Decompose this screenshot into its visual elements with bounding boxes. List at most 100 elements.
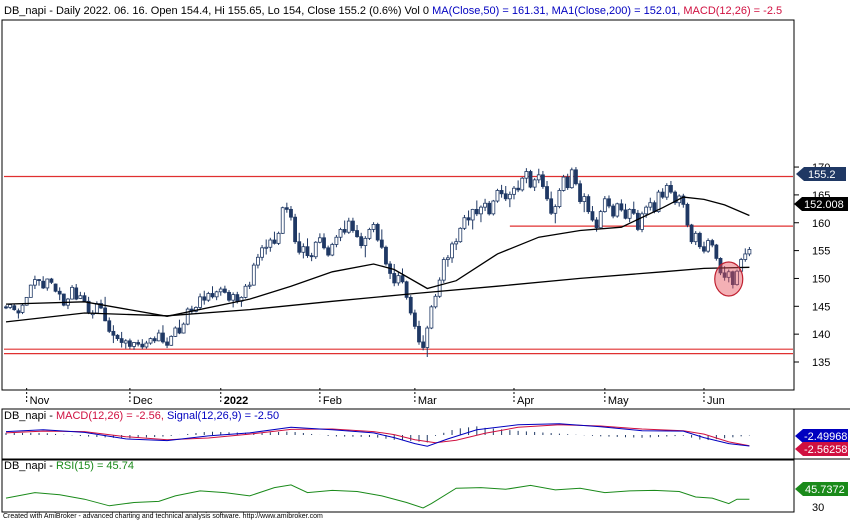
candle: [264, 239, 269, 255]
candle: [429, 305, 434, 330]
candle-body: [156, 332, 161, 342]
candle: [24, 296, 29, 306]
candle: [499, 184, 504, 198]
candle: [702, 241, 706, 254]
candle-body: [412, 312, 417, 327]
candle: [714, 243, 719, 261]
candle-body: [28, 284, 33, 298]
candle-body: [355, 230, 359, 238]
candle: [351, 217, 355, 233]
candle: [458, 227, 463, 243]
month-label: May: [608, 395, 629, 407]
macd-title: DB_napi - MACD(12,26) = -2.56, Signal(12…: [4, 410, 279, 422]
candle-body: [441, 259, 446, 281]
candle-body: [53, 283, 58, 292]
month-label: Jun: [707, 395, 725, 407]
candle-body: [619, 203, 624, 211]
candle-body: [309, 255, 314, 258]
candle: [524, 168, 529, 184]
candle-body: [656, 191, 661, 213]
candle-body: [722, 272, 727, 278]
candle: [37, 279, 41, 286]
candle: [417, 320, 421, 345]
candle-body: [594, 219, 599, 229]
candle-body: [222, 288, 227, 293]
candle: [396, 272, 401, 286]
candle-body: [218, 288, 223, 293]
candle-body: [210, 293, 215, 298]
candle-body: [127, 340, 132, 347]
candle: [276, 231, 281, 246]
rsi-badge-label: 45.7372: [805, 484, 845, 496]
candle-body: [297, 241, 302, 253]
candle-body: [351, 220, 355, 231]
candle-body: [107, 320, 112, 332]
candles: [4, 167, 752, 357]
candle: [243, 284, 248, 299]
candle: [433, 294, 438, 309]
candle: [681, 193, 686, 208]
candle-body: [161, 332, 165, 343]
candle: [607, 195, 611, 209]
macd-line: [5, 423, 750, 447]
macd-badge: -2.49968: [795, 429, 848, 443]
candle-body: [94, 303, 99, 314]
candle-body: [635, 212, 640, 230]
candle: [710, 238, 715, 248]
candle-body: [305, 246, 310, 257]
candle-body: [532, 179, 537, 188]
macd-title-symbol: DB_napi: [4, 410, 46, 422]
candle-body: [123, 340, 128, 344]
candle: [82, 292, 87, 303]
candle: [541, 170, 545, 189]
candle: [132, 341, 136, 350]
candle-body: [342, 229, 347, 233]
candle: [656, 189, 661, 213]
candle-body: [578, 183, 582, 202]
candle-body: [421, 341, 426, 348]
candle-body: [367, 229, 372, 239]
candle: [512, 185, 516, 200]
candle: [222, 285, 227, 294]
candle-body: [260, 247, 264, 258]
candle-body: [569, 169, 574, 189]
candle: [156, 329, 161, 342]
candle-body: [408, 296, 413, 314]
rsi-title-symbol: DB_napi: [4, 460, 46, 472]
month-label: Dec: [133, 395, 153, 407]
candle: [152, 336, 157, 344]
candle-body: [82, 295, 87, 302]
candle: [231, 292, 236, 308]
candle-body: [144, 342, 149, 348]
candle: [280, 206, 285, 234]
candle-body: [689, 224, 694, 243]
candle-body: [648, 202, 653, 208]
candle: [545, 180, 549, 202]
candle: [730, 270, 735, 289]
candle: [293, 213, 298, 244]
candle: [57, 287, 62, 301]
candle-body: [78, 295, 83, 299]
candle-body: [41, 280, 46, 289]
candle: [140, 339, 145, 350]
moving-averages: [5, 196, 750, 323]
candle-body: [264, 246, 269, 249]
candle-body: [586, 196, 591, 213]
candle-body: [227, 291, 231, 301]
candle-body: [574, 169, 578, 185]
macd-title-sep: -: [46, 410, 56, 422]
candle: [305, 238, 310, 258]
candle: [520, 177, 525, 192]
candle-body: [74, 287, 79, 300]
rsi-title: DB_napi - RSI(15) = 45.74: [4, 460, 134, 472]
candle: [404, 280, 409, 300]
candle: [582, 193, 587, 213]
candle: [45, 278, 50, 291]
candle-body: [99, 303, 103, 309]
candle: [206, 291, 211, 302]
candle-body: [536, 174, 541, 181]
candle: [123, 339, 128, 349]
candle-body: [313, 241, 318, 258]
candle: [425, 325, 430, 357]
